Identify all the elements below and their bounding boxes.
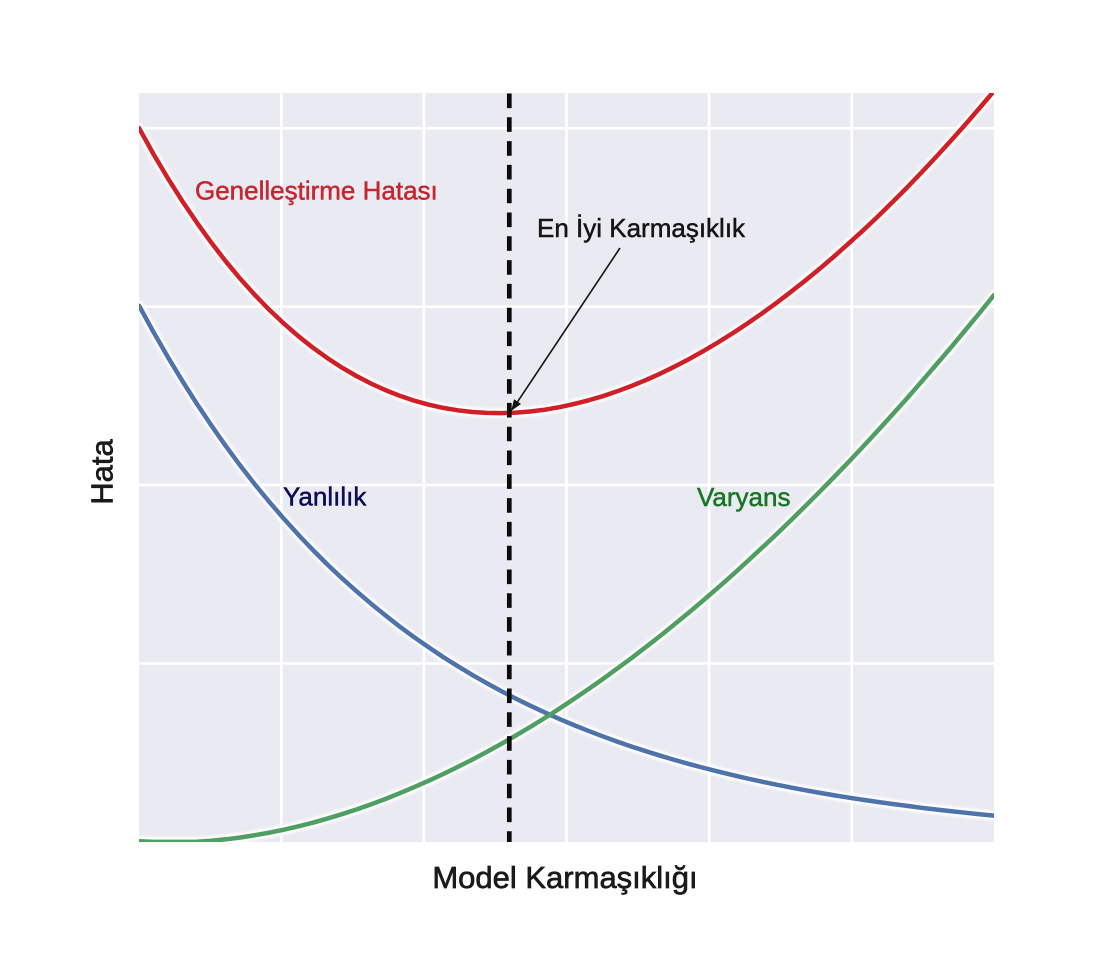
- svg-text:Hata: Hata: [85, 439, 120, 505]
- svg-text:Model Karmaşıklığı: Model Karmaşıklığı: [432, 860, 697, 895]
- svg-text:Varyans: Varyans: [697, 482, 790, 512]
- svg-text:Genelleştirme Hatası: Genelleştirme Hatası: [195, 176, 438, 206]
- svg-text:Yanlılık: Yanlılık: [283, 482, 367, 512]
- svg-text:En İyi Karmaşıklık: En İyi Karmaşıklık: [537, 213, 746, 243]
